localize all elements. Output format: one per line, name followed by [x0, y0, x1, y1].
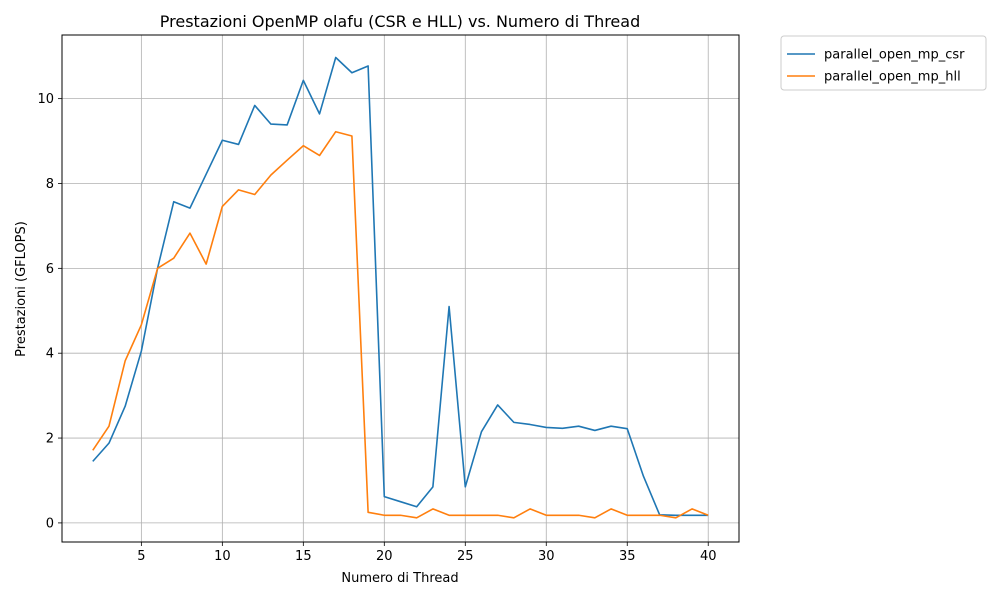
legend-label: parallel_open_mp_hll [824, 70, 961, 85]
x-tick-label: 35 [619, 549, 636, 564]
y-tick-label: 2 [46, 432, 54, 447]
y-tick-label: 4 [46, 347, 54, 362]
x-axis-label: Numero di Thread [341, 571, 458, 586]
x-tick-label: 30 [538, 549, 555, 564]
x-tick-label: 5 [137, 549, 145, 564]
x-tick-label: 20 [376, 549, 393, 564]
x-axis-ticks: 5 10 15 20 25 30 35 40 [137, 542, 717, 564]
series-line-parallel_open_mp_csr [92, 56, 709, 517]
legend: parallel_open_mp_csr parallel_open_mp_hll [780, 35, 987, 91]
x-tick-label: 15 [295, 549, 312, 564]
x-tick-label: 40 [700, 549, 717, 564]
series-line-parallel_open_mp_hll [92, 130, 709, 519]
chart-title: Prestazioni OpenMP olafu (CSR e HLL) vs.… [160, 12, 640, 31]
legend-label: parallel_open_mp_csr [824, 48, 965, 63]
grid [62, 35, 739, 542]
x-tick-label: 25 [457, 549, 474, 564]
series-layer [92, 56, 709, 519]
y-tick-label: 0 [46, 516, 54, 531]
y-axis-label: Prestazioni (GFLOPS) [14, 221, 29, 357]
y-tick-label: 8 [46, 177, 54, 192]
plot-frame [61, 34, 740, 543]
legend-box [780, 35, 987, 91]
y-axis-ticks: 0 2 4 6 8 10 [37, 92, 62, 531]
x-tick-label: 10 [214, 549, 231, 564]
y-tick-label: 6 [46, 262, 54, 277]
y-tick-label: 10 [37, 92, 54, 107]
